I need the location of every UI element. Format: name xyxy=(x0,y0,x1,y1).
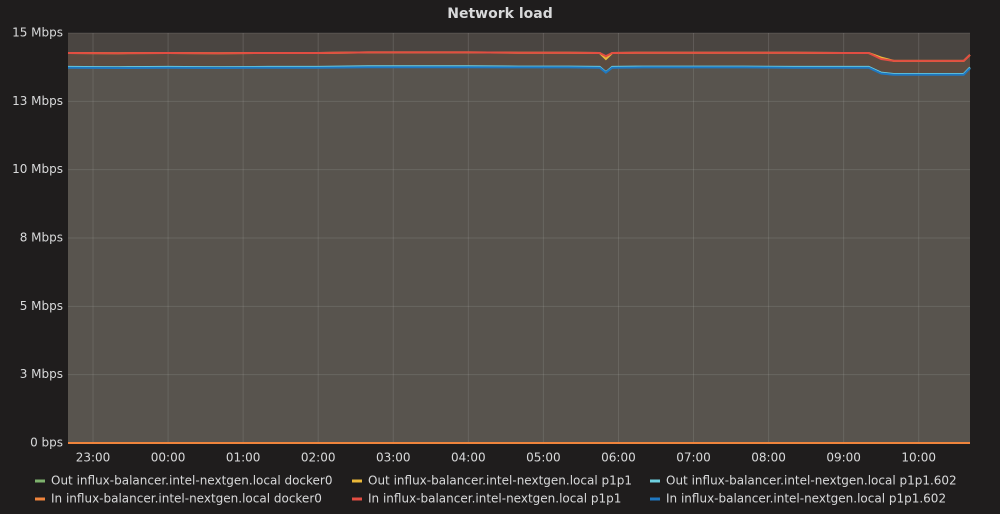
x-tick-label: 03:00 xyxy=(376,451,411,465)
x-tick-label: 05:00 xyxy=(526,451,561,465)
legend-label: Out influx-balancer.intel-nextgen.local … xyxy=(51,474,333,488)
x-tick-label: 10:00 xyxy=(901,451,936,465)
legend-label: Out influx-balancer.intel-nextgen.local … xyxy=(368,474,632,488)
legend-label: In influx-balancer.intel-nextgen.local p… xyxy=(368,492,621,506)
legend-label: Out influx-balancer.intel-nextgen.local … xyxy=(666,474,957,488)
x-tick-label: 23:00 xyxy=(76,451,111,465)
area xyxy=(68,52,970,444)
x-tick-label: 06:00 xyxy=(601,451,636,465)
legend-label: In influx-balancer.intel-nextgen.local d… xyxy=(51,492,322,506)
x-tick-label: 07:00 xyxy=(676,451,711,465)
x-tick-label: 01:00 xyxy=(226,451,261,465)
legend-label: In influx-balancer.intel-nextgen.local p… xyxy=(666,492,946,506)
y-tick-label: 8 Mbps xyxy=(20,231,63,245)
area xyxy=(68,67,970,443)
y-tick-label: 3 Mbps xyxy=(20,367,63,381)
area xyxy=(68,52,970,444)
x-tick-label: 02:00 xyxy=(301,451,336,465)
x-tick-label: 09:00 xyxy=(826,451,861,465)
y-tick-label: 0 bps xyxy=(30,436,63,450)
y-tick-label: 5 Mbps xyxy=(20,299,63,313)
line xyxy=(67,51,971,62)
line xyxy=(67,66,971,76)
plot-area xyxy=(68,33,970,443)
area xyxy=(68,66,970,444)
chart-title: Network load xyxy=(447,6,552,22)
y-tick-label: 15 Mbps xyxy=(12,26,63,40)
x-tick-label: 08:00 xyxy=(751,451,786,465)
y-tick-label: 10 Mbps xyxy=(12,162,63,176)
x-tick-label: 04:00 xyxy=(451,451,486,465)
x-tick-label: 00:00 xyxy=(151,451,186,465)
y-tick-label: 13 Mbps xyxy=(12,94,63,108)
